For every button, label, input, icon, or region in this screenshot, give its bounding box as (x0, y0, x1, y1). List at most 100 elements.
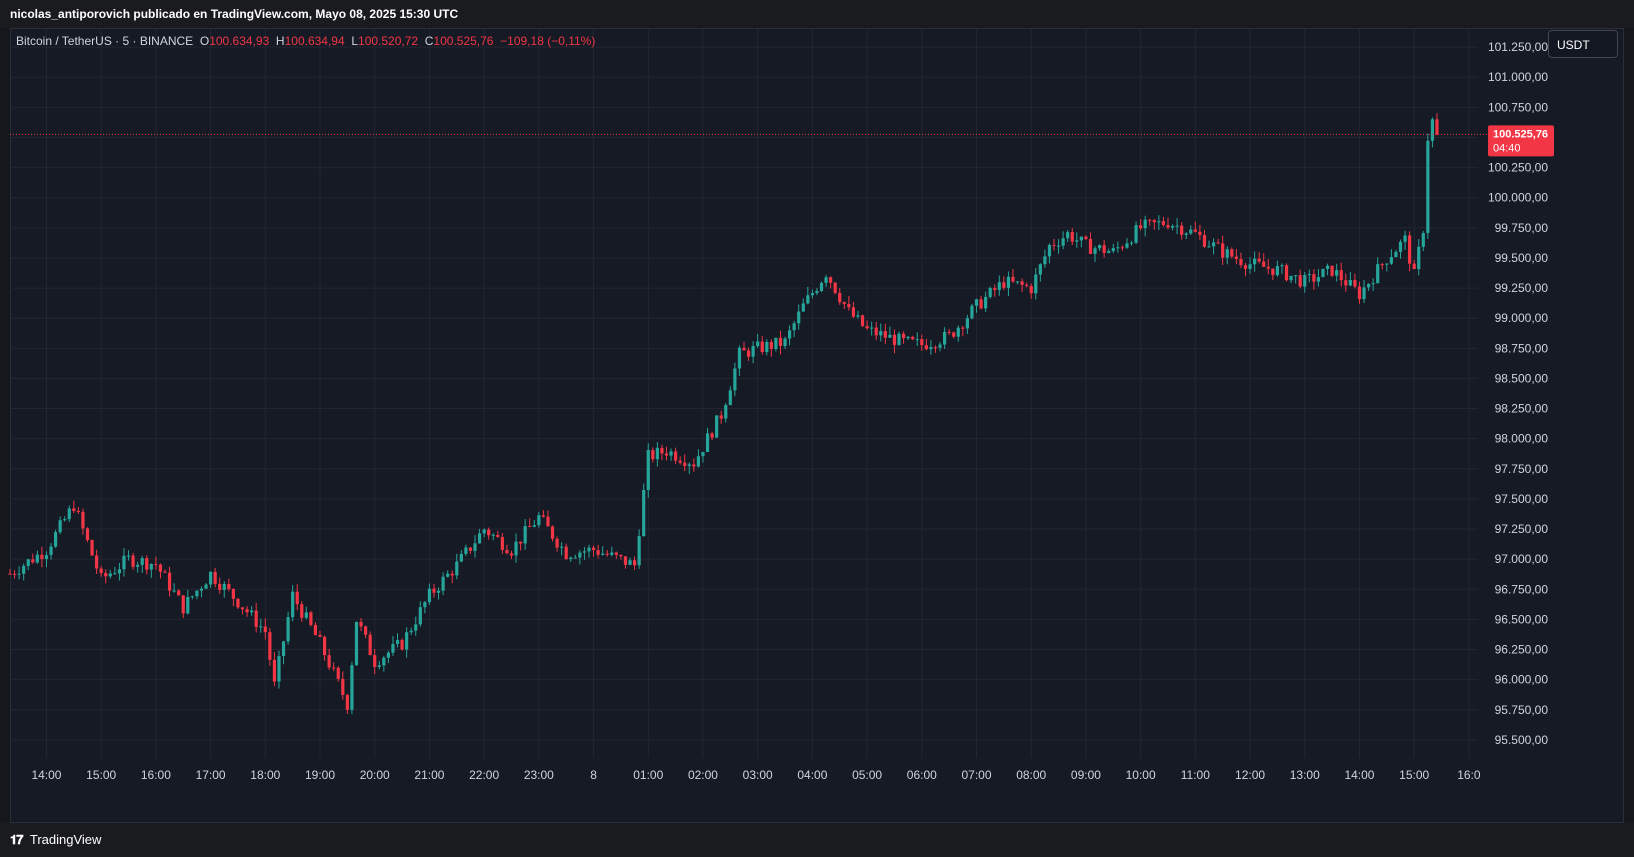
candle-body (181, 595, 185, 614)
candle-body (929, 347, 933, 350)
candle-body (190, 596, 194, 598)
candle-body (674, 451, 678, 461)
candle-body (1298, 275, 1302, 287)
candle-body (555, 538, 559, 548)
price-tick-label: 98.500,00 (1495, 371, 1549, 385)
time-tick-label: 16:0 (1457, 768, 1481, 782)
price-tick-label: 97.500,00 (1495, 492, 1549, 506)
candle-body (696, 456, 701, 467)
candle-body (259, 626, 263, 628)
currency-button[interactable]: USDT (1548, 30, 1618, 58)
candle-body (601, 553, 605, 555)
candle-body (1294, 275, 1298, 277)
candle-body (487, 529, 491, 536)
candle-body (719, 415, 723, 419)
candle-body (1098, 245, 1102, 249)
last-price-label: 100.525,76 (1493, 128, 1548, 140)
candle-body (509, 553, 514, 556)
price-tick-label: 99.750,00 (1495, 221, 1549, 235)
time-tick-label: 14:00 (31, 768, 61, 782)
candle-body (1239, 259, 1243, 266)
time-tick-label: 13:00 (1290, 768, 1320, 782)
candle-body (1253, 258, 1257, 265)
candle-body (204, 584, 208, 589)
candle-body (1412, 263, 1416, 270)
low-label: L (351, 34, 359, 48)
candle-body (1038, 264, 1042, 275)
candle-body (436, 590, 441, 593)
candle-body (1070, 232, 1074, 242)
candle-body (737, 347, 742, 369)
brand-name[interactable]: TradingView (29, 832, 102, 847)
tradingview-logo-icon[interactable]: 𝟏𝟕 (10, 832, 24, 847)
candle-body (1015, 281, 1020, 283)
open-label: O (199, 34, 210, 48)
candle-body (1034, 274, 1038, 294)
candle-body (90, 540, 94, 556)
candle-body (1394, 251, 1398, 258)
time-tick-label: 18:00 (250, 768, 280, 782)
candle-body (970, 305, 974, 319)
candle-body (1011, 276, 1015, 282)
candle-body (582, 551, 587, 553)
candle-countdown: 04:40 (1493, 142, 1521, 154)
candle-body (104, 573, 108, 577)
candle-body (1280, 265, 1284, 267)
candle-body (769, 342, 773, 349)
candle-body (1348, 279, 1352, 286)
candle-body (683, 462, 687, 466)
candle-body (965, 318, 969, 329)
candle-body (1148, 219, 1152, 221)
candle-body (783, 338, 787, 346)
candle-body (664, 453, 669, 456)
candle-body (851, 307, 856, 317)
candle-body (911, 336, 915, 340)
chart-frame[interactable] (10, 28, 1624, 823)
candle-body (1043, 256, 1047, 265)
price-tick-label: 100.000,00 (1488, 191, 1548, 205)
candle-body (819, 282, 824, 291)
candle-body (186, 596, 190, 614)
candle-body (81, 511, 85, 529)
symbol-title[interactable]: Bitcoin / TetherUS · 5 · BINANCE (16, 34, 194, 48)
price-tick-label: 98.000,00 (1495, 432, 1549, 446)
candle-body (1303, 275, 1307, 287)
time-tick-label: 03:00 (743, 768, 773, 782)
candle-body (313, 624, 318, 636)
candle-body (345, 694, 349, 710)
candle-body (1389, 257, 1393, 264)
candle-body (1248, 264, 1252, 269)
candle-body (838, 292, 842, 303)
candle-body (231, 588, 235, 599)
candle-body (1362, 287, 1366, 300)
candle-body (336, 667, 340, 679)
candle-body (272, 659, 277, 682)
candle-body (95, 555, 99, 569)
candle-body (1002, 282, 1006, 288)
candle-body (1129, 242, 1134, 244)
candle-body (710, 433, 714, 438)
candle-body (815, 290, 819, 294)
candle-body (628, 560, 632, 565)
candle-body (1330, 265, 1334, 276)
candle-body (364, 626, 368, 635)
candle-body (496, 534, 500, 537)
time-tick-label: 07:00 (961, 768, 991, 782)
candle-body (952, 332, 956, 337)
low-value: 100.520,72 (358, 34, 419, 48)
candle-body (701, 452, 705, 457)
time-tick-label: 15:00 (1399, 768, 1429, 782)
candle-body (250, 610, 254, 613)
candle-body (58, 520, 62, 533)
time-tick-label: 08:00 (1016, 768, 1046, 782)
candle-body (414, 624, 418, 631)
candle-body (341, 678, 345, 695)
price-tick-label: 101.250,00 (1488, 40, 1548, 54)
candle-body (99, 568, 103, 574)
candle-body (136, 564, 140, 567)
candle-body (842, 302, 846, 305)
candle-body (149, 564, 153, 570)
candle-body (1056, 245, 1061, 247)
high-value: 100.634,94 (284, 34, 345, 48)
